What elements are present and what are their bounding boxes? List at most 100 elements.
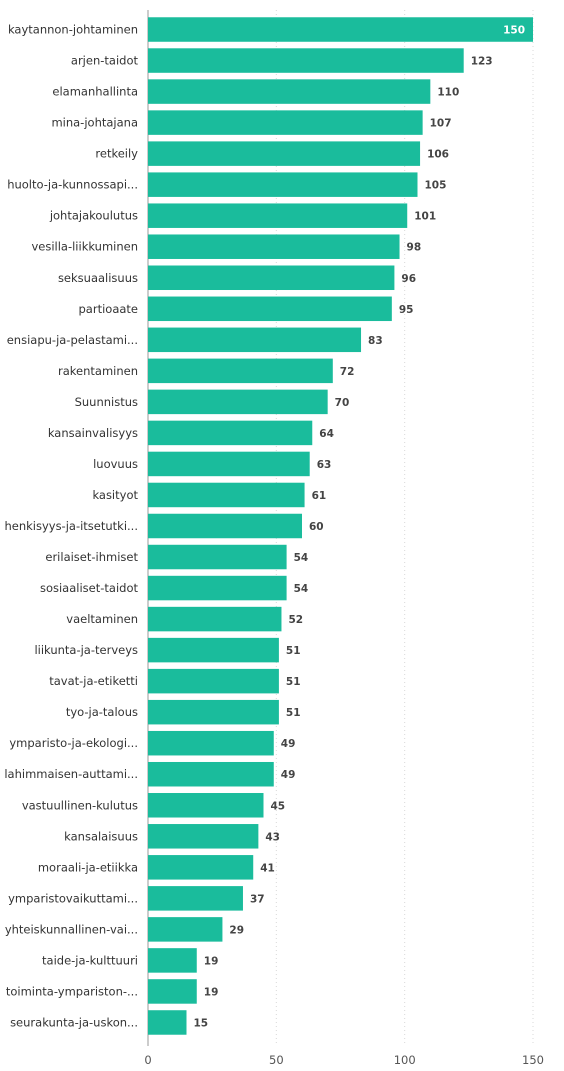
category-label: henkisyys-ja-itsetutki... (4, 519, 138, 533)
data-label: 15 (194, 1017, 209, 1029)
data-label: 95 (399, 304, 414, 316)
data-label: 61 (312, 490, 327, 502)
data-label: 37 (250, 893, 265, 905)
bar (148, 17, 533, 42)
data-label: 110 (437, 87, 459, 99)
data-label: 52 (288, 614, 303, 626)
bar (148, 451, 310, 477)
bar (148, 482, 305, 508)
data-label: 101 (414, 211, 436, 223)
bar (148, 575, 287, 601)
category-label: vesilla-liikkuminen (31, 240, 138, 254)
bar (148, 420, 313, 446)
data-label: 64 (319, 428, 334, 440)
x-tick-label: 50 (269, 1053, 284, 1067)
category-label: ymparisto-ja-ekologi... (9, 736, 138, 750)
data-label: 96 (401, 273, 416, 285)
bar (148, 730, 274, 756)
data-label: 19 (204, 986, 219, 998)
category-label: vastuullinen-kulutus (22, 798, 138, 812)
data-label: 19 (204, 955, 219, 967)
category-label: mina-johtajana (51, 116, 138, 130)
data-label: 150 (503, 25, 525, 37)
bar (148, 979, 197, 1004)
bar (148, 296, 392, 322)
data-label: 70 (335, 397, 350, 409)
bar (148, 606, 282, 632)
category-label: rakentaminen (58, 364, 138, 378)
data-label: 29 (229, 924, 244, 936)
bar (148, 886, 243, 911)
category-label: kasityot (92, 488, 138, 502)
data-label: 51 (286, 707, 301, 719)
bar (148, 141, 421, 166)
category-label: taide-ja-kulttuuri (42, 953, 138, 967)
category-label: kaytannon-johtaminen (8, 23, 138, 37)
data-label: 105 (425, 180, 447, 192)
bar (148, 824, 259, 849)
bar (148, 793, 264, 818)
bar (148, 48, 464, 73)
category-label: huolto-ja-kunnossapi... (7, 178, 138, 192)
bar (148, 172, 418, 197)
category-label: ensiapu-ja-pelastami... (7, 333, 138, 347)
data-label: 123 (471, 56, 493, 68)
bar (148, 234, 400, 259)
category-label: toiminta-ympariston-... (6, 984, 138, 998)
bar (148, 265, 395, 291)
category-label: Suunnistus (75, 395, 138, 409)
bar (148, 855, 254, 880)
data-label: 60 (309, 521, 324, 533)
category-label: partioaate (79, 302, 139, 316)
data-label: 49 (281, 769, 296, 781)
data-label: 54 (294, 552, 309, 564)
category-label: vaeltaminen (66, 612, 138, 626)
data-label: 107 (430, 118, 452, 130)
category-label: luovuus (93, 457, 138, 471)
data-label: 72 (340, 366, 355, 378)
category-label: elamanhallinta (52, 85, 138, 99)
data-label: 54 (294, 583, 309, 595)
bar (148, 513, 302, 539)
bar (148, 203, 408, 228)
category-label: erilaiset-ihmiset (45, 550, 138, 564)
category-label: kansalaisuus (64, 829, 138, 843)
bar (148, 327, 362, 353)
category-label: arjen-taidot (71, 54, 139, 68)
category-label: ymparistovaikuttami... (8, 891, 138, 905)
data-label: 51 (286, 645, 301, 657)
data-label: 98 (407, 242, 422, 254)
data-label: 51 (286, 676, 301, 688)
bar (148, 389, 328, 415)
data-label: 41 (260, 862, 275, 874)
bar (148, 79, 431, 104)
data-label: 45 (271, 800, 286, 812)
bar (148, 699, 279, 725)
bar (148, 761, 274, 787)
data-label: 43 (265, 831, 280, 843)
x-tick-label: 150 (522, 1053, 544, 1067)
category-label: kansainvalisyys (48, 426, 138, 440)
category-label: retkeily (95, 147, 138, 161)
category-label: yhteiskunnallinen-vai... (5, 922, 138, 936)
category-label: seurakunta-ja-uskon... (10, 1015, 138, 1029)
category-label: lahimmaisen-auttami... (4, 767, 138, 781)
category-label: johtajakoulutus (49, 209, 138, 223)
x-tick-label: 100 (394, 1053, 416, 1067)
data-label: 49 (281, 738, 296, 750)
category-label: sosiaaliset-taidot (40, 581, 139, 595)
bar (148, 917, 223, 942)
category-label: tyo-ja-talous (66, 705, 138, 719)
category-label: seksuaalisuus (58, 271, 138, 285)
bar (148, 110, 423, 135)
bar (148, 544, 287, 570)
bar (148, 358, 333, 384)
category-label: moraali-ja-etiikka (38, 860, 138, 874)
category-label: liikunta-ja-terveys (34, 643, 138, 657)
data-label: 106 (427, 149, 449, 161)
bar (148, 668, 279, 694)
x-tick-label: 0 (144, 1053, 151, 1067)
bar (148, 948, 197, 973)
bar (148, 637, 279, 663)
